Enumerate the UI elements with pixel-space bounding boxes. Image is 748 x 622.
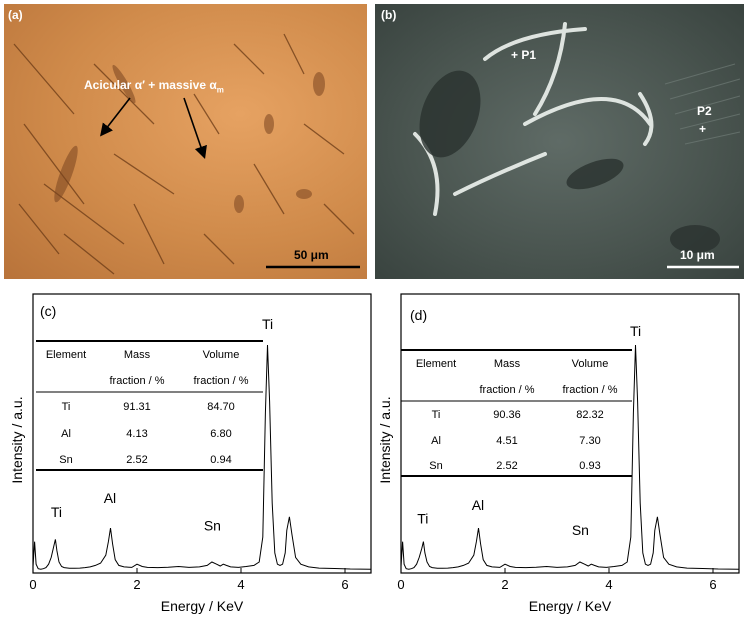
table-cell: 90.36 bbox=[493, 409, 521, 421]
table-cell: 84.70 bbox=[207, 401, 235, 413]
micrograph-b-texture bbox=[413, 22, 741, 253]
table-cell: Al bbox=[431, 435, 441, 447]
x-tick-label: 6 bbox=[341, 577, 348, 592]
table-header-volume-unit: fraction / % bbox=[193, 375, 248, 387]
eds-chart-d: Intensity / a.u. (d) Element Mass Volume… bbox=[377, 293, 740, 614]
peak-label: Ti bbox=[262, 316, 273, 332]
plot-frame bbox=[400, 293, 740, 574]
spectrum-line bbox=[400, 344, 740, 570]
peak-label: Sn bbox=[572, 522, 589, 538]
scale-bar-b-label: 10 μm bbox=[680, 248, 715, 262]
table-header-volume-unit: fraction / % bbox=[562, 384, 617, 396]
x-tick-label: 4 bbox=[605, 577, 612, 592]
table-header-mass-unit: fraction / % bbox=[109, 375, 164, 387]
arrow-acicular bbox=[100, 97, 131, 137]
x-tick-label: 6 bbox=[709, 577, 716, 592]
plot-frame bbox=[32, 293, 372, 574]
table-header-mass: Mass bbox=[124, 349, 151, 361]
table-cell: 2.52 bbox=[126, 454, 147, 466]
peak-label: Al bbox=[104, 490, 116, 506]
point-label-p1: P1 bbox=[521, 48, 537, 62]
table-cell: Sn bbox=[429, 460, 442, 472]
table-cell: 6.80 bbox=[210, 428, 231, 440]
table-cell: Sn bbox=[59, 454, 72, 466]
arrow-massive bbox=[183, 97, 207, 160]
table-cell: 4.13 bbox=[126, 428, 147, 440]
chart-marks: 0 2 4 6 Ti Al Sn Ti bbox=[397, 323, 740, 592]
x-tick-label: 2 bbox=[501, 577, 508, 592]
table-cell: Ti bbox=[62, 401, 71, 413]
table-cell: Ti bbox=[432, 409, 441, 421]
micrograph-a: (a) Acicular α′ + massive αm 50 μm bbox=[4, 4, 367, 279]
table-header-mass-unit: fraction / % bbox=[479, 384, 534, 396]
table-cell: 0.93 bbox=[579, 460, 600, 472]
spectrum-line bbox=[32, 344, 372, 570]
phase-annotation-subscript: m bbox=[216, 85, 224, 95]
scale-bar-a-label: 50 μm bbox=[294, 248, 329, 262]
table-cell: Al bbox=[61, 428, 71, 440]
table-cell: 4.51 bbox=[496, 435, 517, 447]
panel-label-c: (c) bbox=[40, 303, 56, 319]
phase-annotation: Acicular α′ + massive αm bbox=[84, 78, 224, 94]
peak-label: Ti bbox=[417, 511, 428, 527]
table-header-element: Element bbox=[46, 349, 86, 361]
x-axis-label: Energy / KeV bbox=[161, 598, 244, 614]
eds-chart-c: Intensity / a.u. (c) Element Mass Volume… bbox=[9, 293, 372, 614]
peak-label: Al bbox=[472, 497, 484, 513]
micrograph-b: (b) + P1 P2 + 10 μm bbox=[375, 4, 744, 279]
table-header-mass: Mass bbox=[494, 358, 521, 370]
point-marker-p2: + bbox=[699, 122, 707, 136]
point-label-p2: P2 bbox=[697, 104, 712, 118]
table-cell: 7.30 bbox=[579, 435, 600, 447]
table-cell: 91.31 bbox=[123, 401, 151, 413]
annotation-arrows bbox=[100, 97, 360, 269]
x-tick-label: 2 bbox=[133, 577, 140, 592]
x-tick-label: 0 bbox=[397, 577, 404, 592]
table-header-volume: Volume bbox=[572, 358, 609, 370]
panel-label-d: (d) bbox=[410, 307, 427, 323]
point-marker-p1: + P1 bbox=[511, 48, 537, 62]
y-axis-label: Intensity / a.u. bbox=[9, 396, 25, 483]
peak-label: Ti bbox=[630, 323, 641, 339]
x-tick-label: 4 bbox=[237, 577, 244, 592]
peak-label: Ti bbox=[51, 504, 62, 520]
phase-annotation-text: Acicular α′ + massive α bbox=[84, 78, 217, 92]
x-axis-label: Energy / KeV bbox=[529, 598, 612, 614]
peak-label: Sn bbox=[204, 517, 221, 533]
y-axis-label: Intensity / a.u. bbox=[377, 396, 393, 483]
table-header-volume: Volume bbox=[203, 349, 240, 361]
panel-label-a: (a) bbox=[8, 8, 23, 22]
table-cell: 0.94 bbox=[210, 454, 231, 466]
table-cell: 82.32 bbox=[576, 409, 604, 421]
x-tick-label: 0 bbox=[29, 577, 36, 592]
scale-bar-b bbox=[667, 265, 739, 269]
chart-marks: 0 2 4 6 Ti Al Sn Ti bbox=[29, 316, 372, 592]
table-header-element: Element bbox=[416, 358, 456, 370]
micrograph-a-texture bbox=[13, 33, 355, 275]
table-cell: 2.52 bbox=[496, 460, 517, 472]
panel-label-b: (b) bbox=[381, 8, 397, 22]
